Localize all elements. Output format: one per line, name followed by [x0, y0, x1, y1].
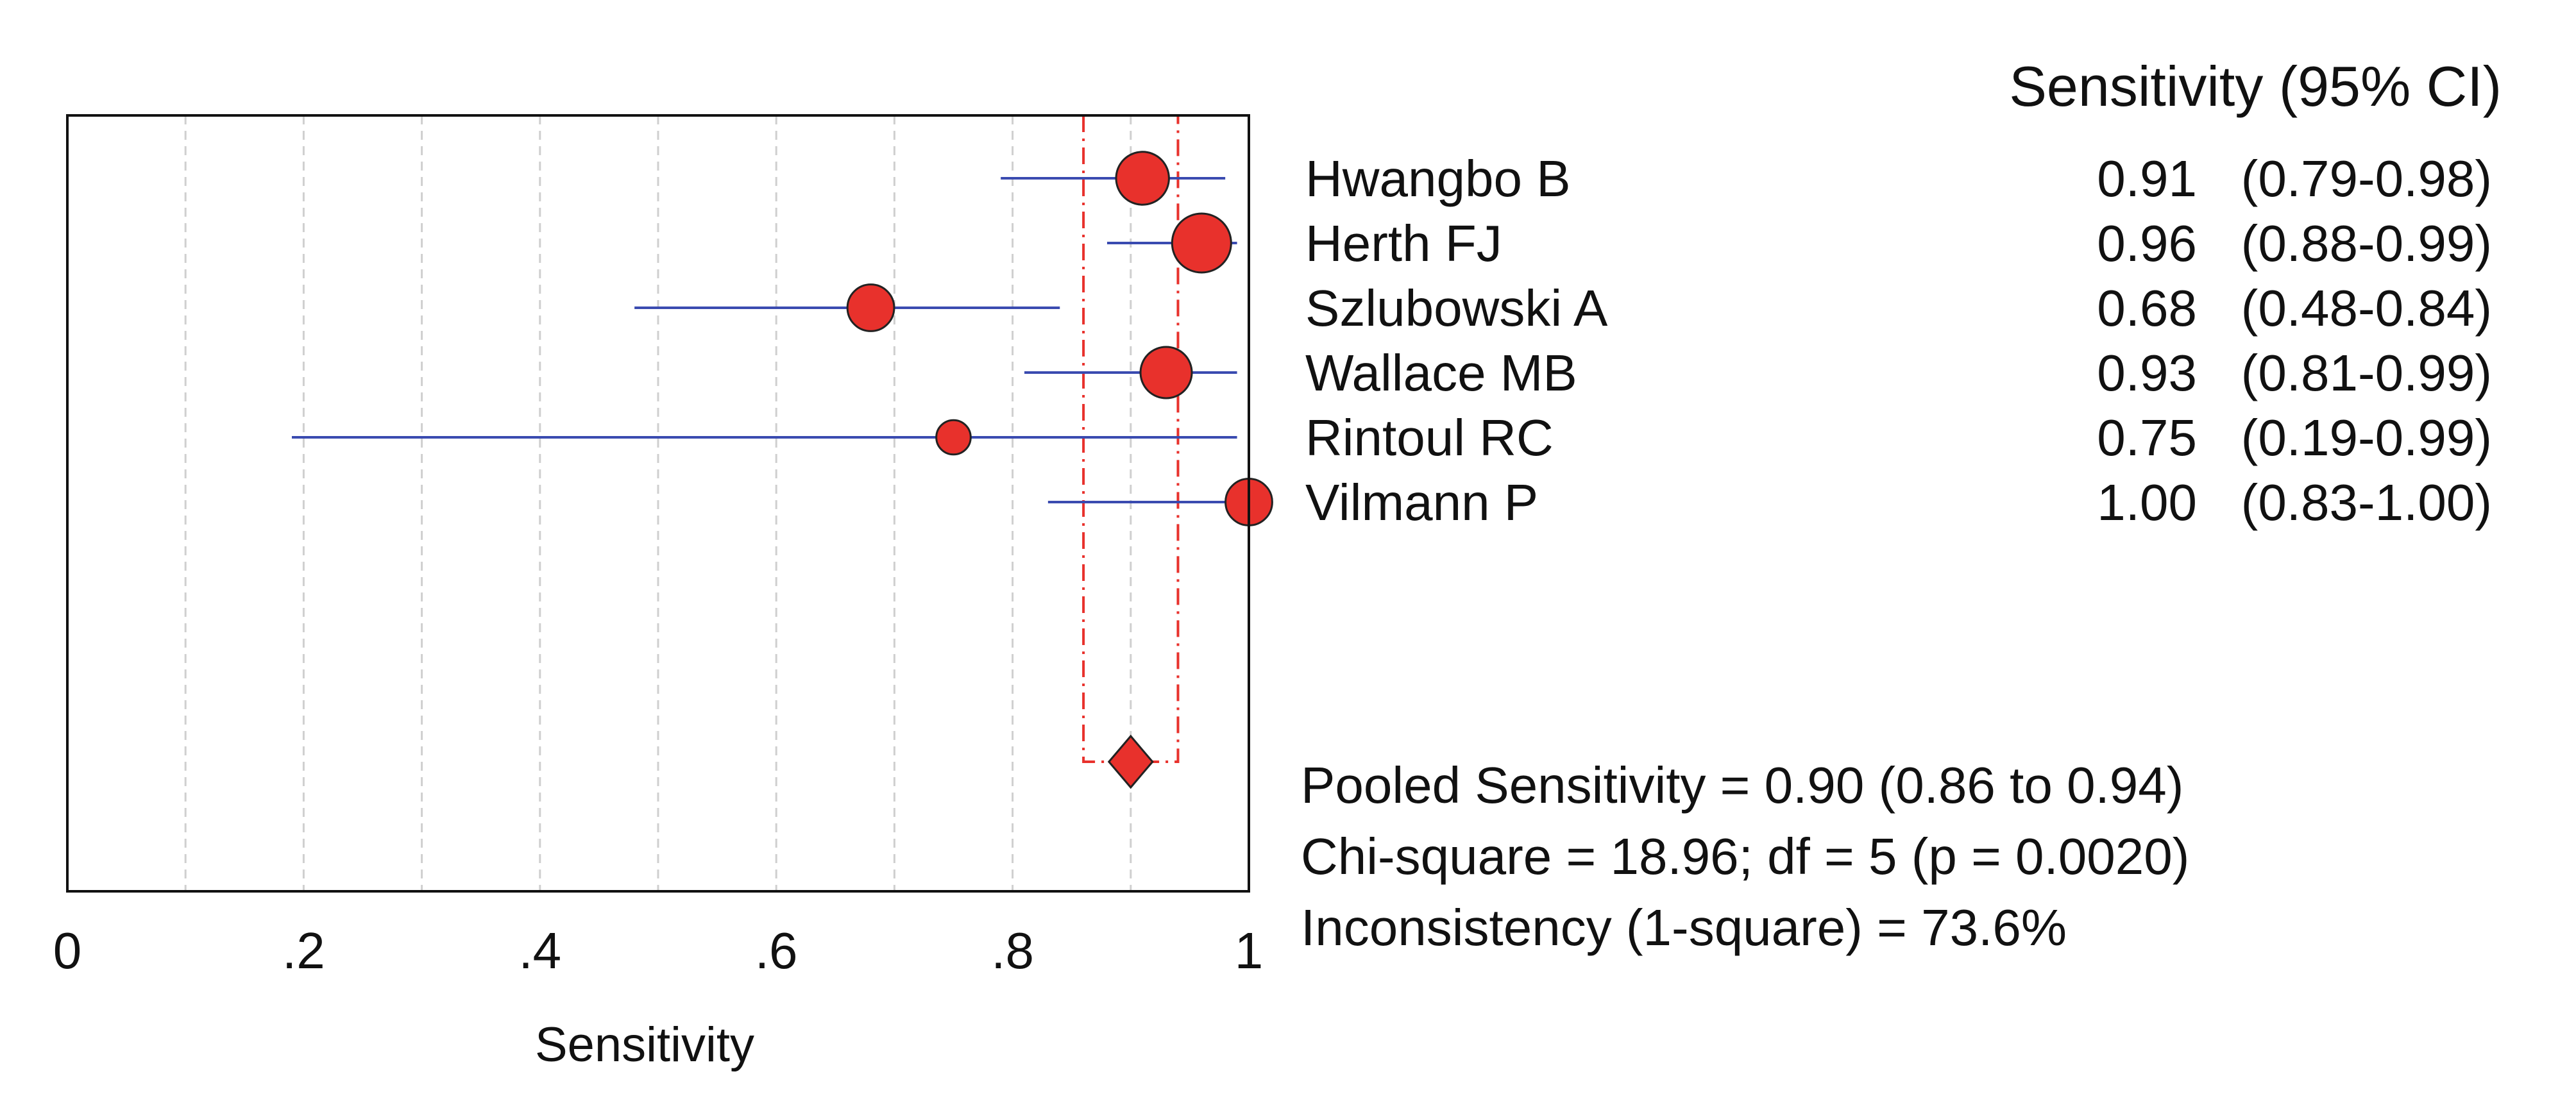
x-axis-ticks: 0 .2 .4 .6 .8 1: [53, 922, 1264, 979]
stat-line: Inconsistency (1-square) = 73.6%: [1301, 899, 2067, 956]
study-ci-label: (0.81-0.99): [2241, 344, 2492, 401]
study-name: Rintoul RC: [1305, 409, 1554, 466]
study-ci-label: (0.19-0.99): [2241, 409, 2492, 466]
column-header: Sensitivity (95% CI): [2009, 55, 2502, 118]
study-point: [1139, 346, 1193, 399]
study-point: [1115, 151, 1170, 206]
pooled-diamond: [1107, 734, 1154, 789]
study-name: Hwangbo B: [1305, 150, 1571, 207]
study-labels: Hwangbo B 0.91 (0.79-0.98) Herth FJ 0.96 (0.8…: [1305, 150, 2492, 531]
x-tick-label: .2: [282, 922, 325, 979]
stat-line: Pooled Sensitivity = 0.90 (0.86 to 0.94): [1301, 757, 2183, 814]
x-tick-label: 1: [1235, 922, 1264, 979]
study-name: Wallace MB: [1305, 344, 1577, 401]
study-point: [935, 419, 972, 456]
grid-lines: [184, 115, 1132, 891]
heterogeneity-stats: Pooled Sensitivity = 0.90 (0.86 to 0.94)…: [1301, 757, 2189, 956]
x-tick-label: .4: [518, 922, 561, 979]
study-point: [846, 283, 895, 332]
study-name: Szlubowski A: [1305, 280, 1608, 337]
study-ci-label: (0.83-1.00): [2241, 474, 2492, 531]
study-sensitivity: 1.00: [2097, 474, 2197, 531]
study-ci-label: (0.88-0.99): [2241, 215, 2492, 272]
study-ci-label: (0.48-0.84): [2241, 280, 2492, 337]
study-sensitivity: 0.75: [2097, 409, 2197, 466]
x-tick-label: 0: [53, 922, 82, 979]
study-point: [1171, 212, 1232, 274]
study-name: Vilmann P: [1305, 474, 1538, 531]
study-name: Herth FJ: [1305, 215, 1502, 272]
study-sensitivity: 0.96: [2097, 215, 2197, 272]
x-axis-title: Sensitivity: [535, 1018, 754, 1072]
plot-area-frame: [66, 114, 1250, 893]
study-sensitivity: 0.68: [2097, 280, 2197, 337]
stat-line: Chi-square = 18.96; df = 5 (p = 0.0020): [1301, 828, 2189, 885]
x-tick-label: .8: [991, 922, 1034, 979]
confidence-intervals: [291, 177, 1249, 503]
study-sensitivity: 0.91: [2097, 150, 2197, 207]
study-ci-label: (0.79-0.98): [2241, 150, 2492, 207]
study-sensitivity: 0.93: [2097, 344, 2197, 401]
study-points: [846, 151, 1273, 526]
x-tick-label: .6: [755, 922, 798, 979]
